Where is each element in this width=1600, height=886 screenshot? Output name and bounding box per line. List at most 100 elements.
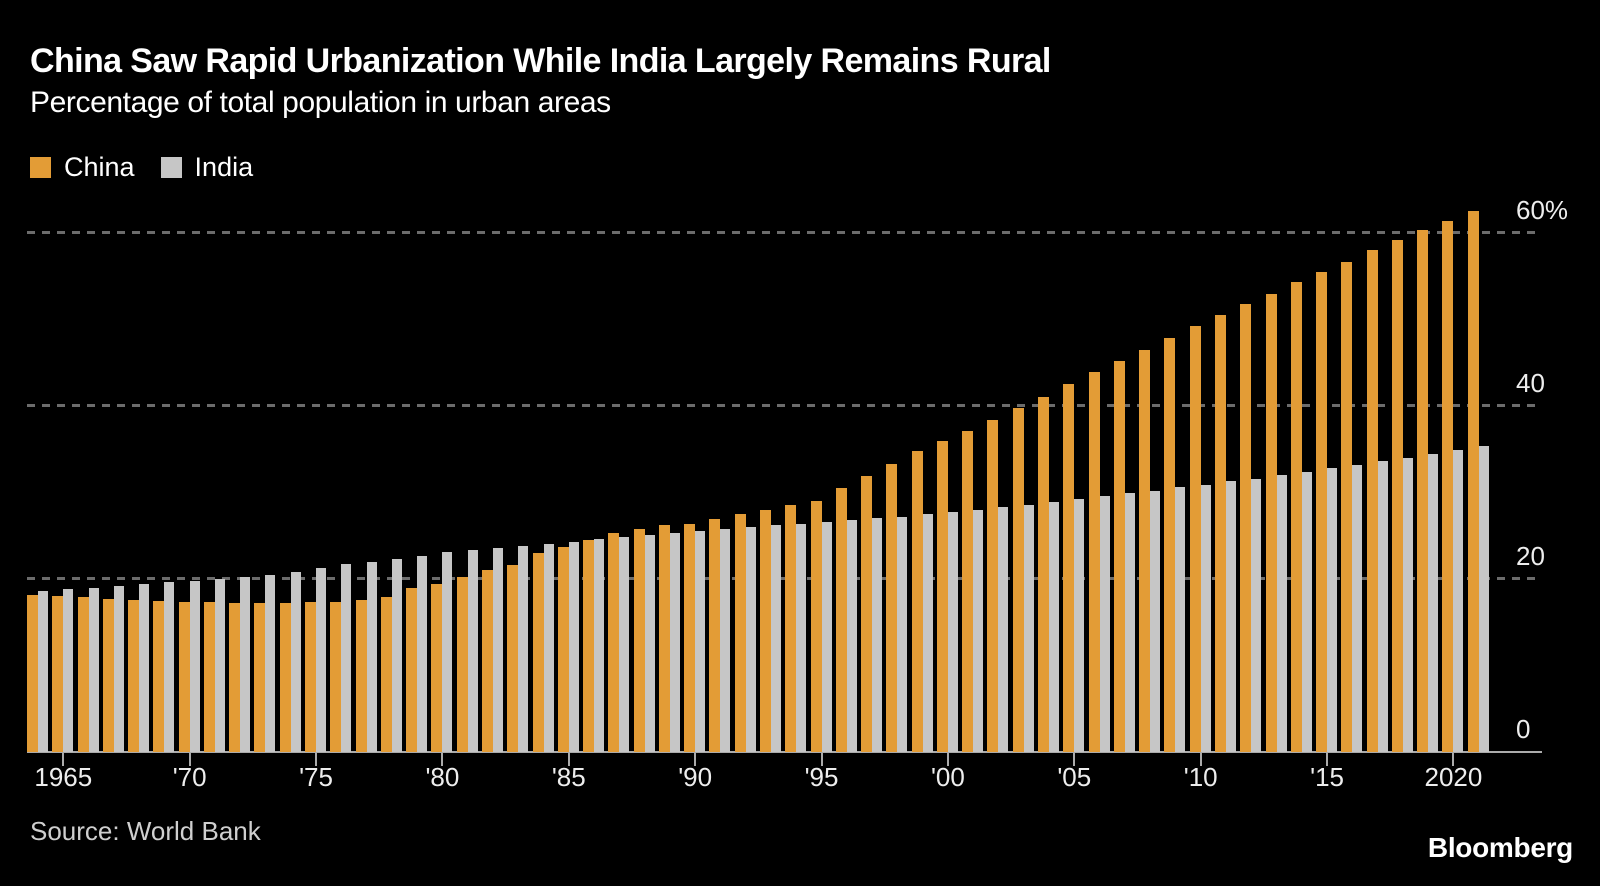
bar-china-1990 [684, 523, 696, 752]
x-axis-label-1970: '70 [172, 762, 207, 792]
bar-india-1989 [669, 533, 680, 752]
gridline-60 [27, 231, 1542, 234]
bar-china-2005 [1063, 384, 1075, 752]
bar-india-1992 [745, 527, 756, 752]
bar-india-2015 [1327, 468, 1338, 752]
bar-india-2002 [998, 507, 1009, 752]
bar-china-1974 [279, 603, 291, 752]
bar-china-1971 [203, 602, 215, 752]
bar-china-1976 [330, 601, 342, 752]
bar-china-1973 [254, 603, 266, 752]
bar-china-2016 [1341, 261, 1353, 752]
bar-india-1994 [796, 523, 807, 752]
bar-india-2021 [1478, 445, 1489, 752]
x-tick-2020 [1452, 753, 1455, 766]
x-axis-label-1975: '75 [299, 762, 333, 792]
x-axis-label-2020: 2020 [1424, 762, 1483, 792]
x-tick-1985 [567, 753, 570, 766]
bar-china-1989 [658, 525, 670, 752]
bar-india-1971 [214, 579, 225, 752]
x-tick-2005 [1073, 753, 1076, 766]
bar-chart-plot: 0 20 40 60% 1965 '70 '75 '80 '85 '90 '95 '00 '05 '10 '… [27, 195, 1568, 792]
bar-china-2009 [1164, 337, 1176, 752]
bar-india-2019 [1428, 453, 1439, 752]
bar-china-2014 [1290, 282, 1302, 752]
bar-china-2000 [936, 441, 948, 752]
bar-india-1986 [594, 539, 605, 752]
bar-china-1966 [77, 597, 89, 752]
bar-india-1968 [139, 584, 150, 752]
bar-india-1996 [846, 520, 857, 752]
bar-china-1987 [608, 533, 620, 752]
bar-china-1981 [456, 577, 468, 752]
bar-china-1979 [406, 587, 418, 752]
bar-china-1998 [886, 463, 898, 752]
bar-china-2007 [1113, 361, 1125, 752]
bar-india-2007 [1124, 493, 1135, 752]
x-axis-label-1990: '90 [678, 762, 713, 792]
page-title: China Saw Rapid Urbanization While India… [30, 42, 1051, 80]
x-axis-label-2010: '10 [1183, 762, 1218, 792]
x-tick-1970 [188, 753, 191, 766]
bar-india-1982 [492, 547, 503, 752]
bar-india-2000 [947, 512, 958, 752]
bar-china-1975 [305, 602, 317, 752]
bloomberg-logo: Bloomberg [1427, 832, 1573, 863]
bar-india-1977 [366, 561, 377, 752]
legend-item-india: India [160, 152, 253, 183]
x-tick-1965 [62, 753, 65, 766]
bar-china-2010 [1189, 326, 1201, 752]
bar-china-2019 [1417, 230, 1429, 752]
bar-china-1968 [128, 599, 140, 752]
bar-india-2014 [1301, 471, 1312, 752]
bar-china-2012 [1240, 303, 1252, 752]
bar-india-2020 [1453, 450, 1464, 752]
x-axis-label-1980: '80 [425, 762, 460, 792]
bar-india-1998 [897, 516, 908, 752]
bar-china-1982 [481, 569, 493, 752]
bar-india-1983 [518, 546, 529, 752]
bar-india-1995 [821, 521, 832, 752]
bar-india-2006 [1099, 495, 1110, 752]
x-tick-2000 [946, 753, 949, 766]
bar-china-2003 [1012, 407, 1024, 752]
bar-india-1967 [113, 585, 124, 752]
bar-china-2018 [1391, 239, 1403, 752]
bar-india-1979 [417, 555, 428, 752]
bar-india-1987 [619, 537, 630, 752]
bar-india-1975 [316, 567, 327, 752]
bar-india-1993 [771, 525, 781, 752]
bar-india-1980 [442, 552, 453, 752]
bar-india-1972 [240, 577, 251, 752]
source-note: Source: World Bank [30, 816, 261, 846]
bar-china-1995 [810, 501, 822, 752]
bar-china-1972 [229, 603, 241, 752]
bar-china-2013 [1265, 293, 1277, 752]
bar-india-1999 [922, 514, 933, 752]
india-swatch-icon [160, 157, 182, 178]
bar-india-2017 [1377, 461, 1388, 752]
bar-india-1964 [38, 591, 48, 752]
bar-china-1967 [102, 598, 114, 752]
bar-india-2001 [973, 509, 984, 752]
gridline-20 [27, 577, 1542, 580]
bar-india-2011 [1225, 481, 1236, 752]
bar-china-1992 [734, 514, 746, 752]
bar-india-1988 [644, 534, 655, 752]
bar-india-1978 [391, 559, 402, 752]
x-axis-label-1965: 1965 [34, 762, 93, 792]
bar-india-1966 [88, 587, 99, 752]
bar-china-1965 [52, 596, 64, 752]
bar-india-2013 [1276, 475, 1287, 752]
bar-china-2011 [1214, 315, 1226, 752]
x-tick-2010 [1199, 753, 1202, 766]
bar-china-2017 [1366, 250, 1378, 752]
bar-china-1985 [557, 547, 569, 752]
bar-india-2010 [1200, 484, 1211, 752]
x-tick-1980 [441, 753, 444, 766]
x-tick-1990 [694, 753, 697, 766]
bar-india-1997 [872, 518, 883, 752]
legend-label-china: China [64, 152, 135, 182]
bar-india-1985 [568, 541, 579, 752]
